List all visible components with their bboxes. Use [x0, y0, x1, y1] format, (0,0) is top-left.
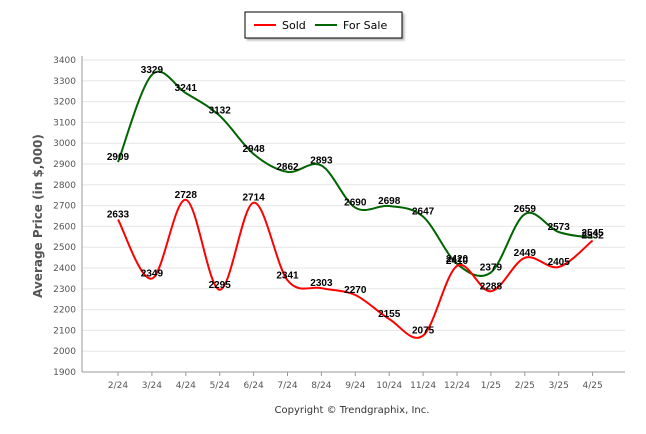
x-tick-label: 3/24 [142, 381, 162, 391]
y-tick-label: 2700 [53, 202, 76, 212]
for-sale-data-label: 2690 [344, 198, 367, 209]
sold-data-label: 2449 [514, 248, 537, 259]
x-tick-label: 7/24 [277, 381, 297, 391]
data-labels: 2633 2349 2728 2295 2714 2341 2303 2270 2155 2075… [107, 65, 604, 337]
y-tick-label: 3300 [53, 77, 76, 87]
y-tick-label: 2000 [53, 347, 76, 357]
sold-data-label: 2295 [209, 280, 232, 291]
y-tick-label: 2100 [53, 326, 76, 336]
sold-data-label: 2341 [276, 270, 299, 281]
sold-data-label: 2728 [175, 190, 198, 201]
for-sale-data-label: 2948 [242, 144, 265, 155]
for-sale-data-label: 2862 [276, 162, 299, 173]
for-sale-data-label: 3132 [209, 106, 232, 117]
x-tick-label: 8/24 [311, 381, 331, 391]
y-tick-label: 2300 [53, 285, 76, 295]
x-tick-label: 5/24 [210, 381, 230, 391]
for-sale-data-label: 2909 [107, 152, 130, 163]
sold-data-label: 2349 [141, 269, 164, 280]
x-tick-label: 4/24 [176, 381, 196, 391]
sold-data-label: 2288 [480, 281, 503, 292]
y-tick-label: 2800 [53, 181, 76, 191]
series-lines [117, 70, 594, 339]
sold-data-label: 2714 [242, 193, 265, 204]
legend-label-for-sale[interactable]: For Sale [343, 19, 387, 32]
sold-data-label: 2075 [412, 326, 435, 337]
for-sale-data-label: 2545 [581, 228, 604, 239]
x-tick-label: 11/24 [410, 381, 436, 391]
sold-series-line [117, 198, 594, 339]
legend[interactable]: Sold For Sale [244, 11, 403, 39]
x-tick-label: 12/24 [444, 381, 470, 391]
copyright-text: Copyright © Trendgraphix, Inc. [275, 405, 430, 416]
y-tick-label: 3100 [53, 118, 76, 128]
for-sale-data-label: 2698 [378, 196, 401, 207]
y-tick-label: 3200 [53, 98, 76, 108]
for-sale-data-label: 2379 [480, 262, 503, 273]
y-tick-label: 2200 [53, 306, 76, 316]
x-tick-label: 2/25 [515, 381, 535, 391]
for-sale-data-label: 2647 [412, 207, 435, 218]
sold-data-label: 2270 [344, 285, 367, 296]
for-sale-data-label: 3329 [141, 65, 164, 76]
sold-data-label: 2410 [446, 256, 469, 267]
for-sale-series-line [117, 70, 593, 277]
x-tick-label: 6/24 [243, 381, 263, 391]
x-tick-label: 10/24 [376, 381, 402, 391]
y-tick-label: 2900 [53, 160, 76, 170]
sold-data-label: 2303 [310, 278, 333, 289]
y-tick-label: 2400 [53, 264, 76, 274]
sold-data-label: 2532 [581, 231, 604, 242]
for-sale-data-label: 3241 [175, 83, 198, 94]
x-tick-label: 2/24 [108, 381, 128, 391]
sold-data-label: 2405 [548, 257, 571, 268]
for-sale-data-label: 2573 [548, 222, 571, 233]
sold-data-label: 2633 [107, 210, 130, 221]
for-sale-data-label: 2659 [514, 204, 537, 215]
y-tick-label: 2500 [53, 243, 76, 253]
x-tick-label: 4/25 [582, 381, 602, 391]
x-tick-label: 1/25 [481, 381, 501, 391]
sold-data-label: 2155 [378, 309, 401, 320]
for-sale-data-label: 2420 [446, 254, 469, 265]
legend-label-sold[interactable]: Sold [282, 19, 306, 32]
axes: 1900 2000 2100 2200 2300 2400 2500 2600 2700 2800… [53, 56, 625, 391]
x-tick-label: 3/25 [549, 381, 569, 391]
x-tick-label: 9/24 [345, 381, 365, 391]
for-sale-data-label: 2893 [310, 155, 333, 166]
y-axis-label: Average Price (in $,000) [31, 134, 45, 298]
grid [82, 59, 625, 373]
y-tick-label: 2600 [53, 222, 76, 232]
y-tick-label: 1900 [53, 368, 76, 378]
y-tick-label: 3000 [53, 139, 76, 149]
y-tick-label: 3400 [53, 56, 76, 66]
